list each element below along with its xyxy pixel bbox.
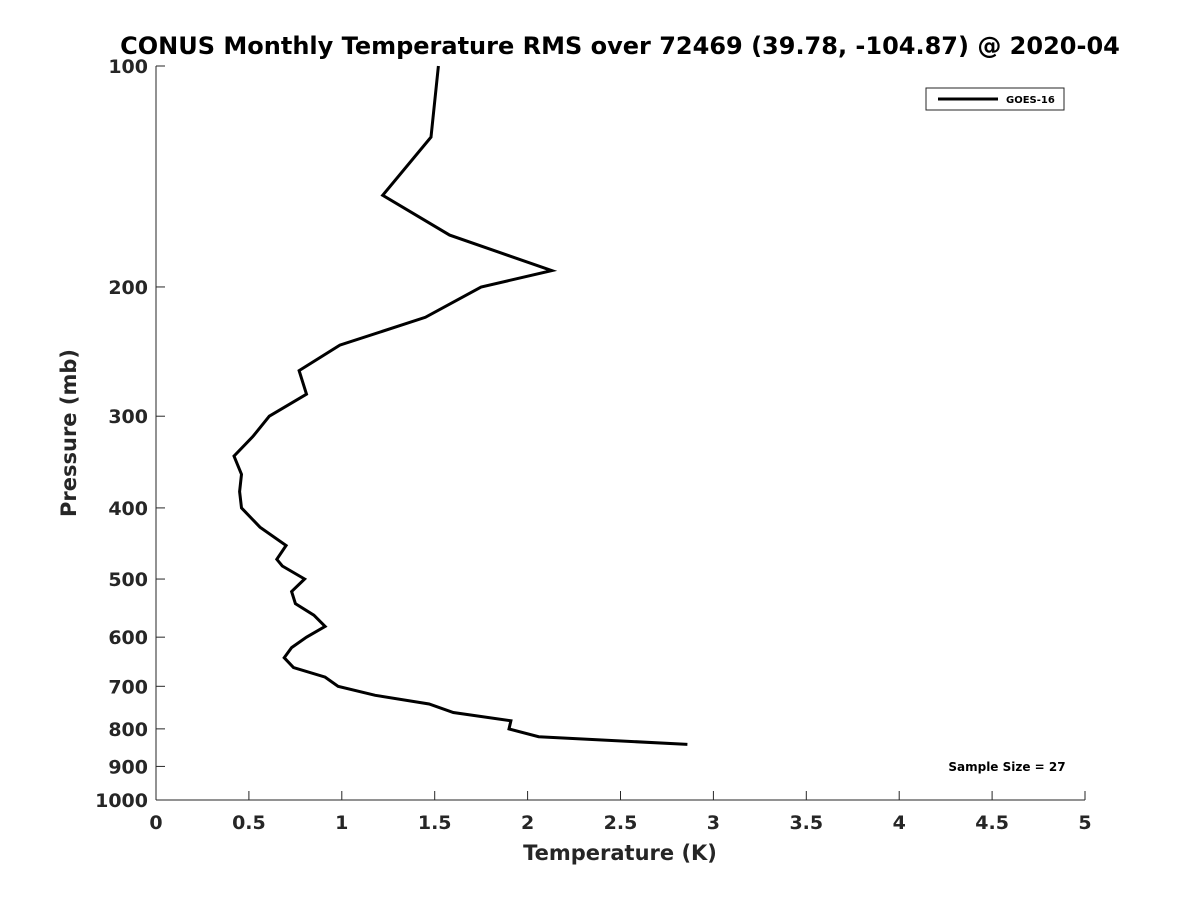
- y-ticks: 100 200 300 400 500 600 700 800 900 1000: [95, 56, 165, 812]
- x-tick-label: 1.5: [418, 812, 452, 834]
- y-tick-label: 100: [108, 56, 148, 78]
- legend-label-goes-16: GOES-16: [1006, 95, 1055, 106]
- y-tick-label: 400: [108, 498, 148, 520]
- plot-axes: [155, 66, 1085, 801]
- y-tick-label: 700: [108, 676, 148, 698]
- x-axis-label: Temperature (K): [523, 841, 717, 865]
- series-layer: [232, 65, 688, 746]
- y-tick-label: 900: [108, 756, 148, 778]
- y-tick-label: 300: [108, 406, 148, 428]
- y-tick-label: 500: [108, 569, 148, 591]
- x-ticks: 0 0.5 1 1.5 2 2.5 3 3.5 4 4.5 5: [149, 791, 1092, 834]
- series-line-goes-16: [232, 65, 688, 746]
- x-tick-label: 4.5: [975, 812, 1009, 834]
- legend: GOES-16: [925, 87, 1065, 111]
- x-tick-label: 3: [707, 812, 720, 834]
- x-tick-label: 4: [893, 812, 906, 834]
- sample-size-annotation: Sample Size = 27: [948, 760, 1065, 774]
- y-tick-label: 1000: [95, 790, 148, 812]
- x-tick-label: 0.5: [232, 812, 266, 834]
- chart-title: CONUS Monthly Temperature RMS over 72469…: [120, 32, 1120, 60]
- y-tick-label: 800: [108, 719, 148, 741]
- x-tick-label: 2.5: [604, 812, 638, 834]
- y-tick-label: 600: [108, 627, 148, 649]
- y-tick-label: 200: [108, 277, 148, 299]
- y-axis-label: Pressure (mb): [57, 349, 81, 517]
- x-tick-label: 2: [521, 812, 534, 834]
- x-tick-label: 1: [335, 812, 348, 834]
- x-tick-label: 3.5: [789, 812, 823, 834]
- x-tick-label: 0: [149, 812, 162, 834]
- x-tick-label: 5: [1078, 812, 1091, 834]
